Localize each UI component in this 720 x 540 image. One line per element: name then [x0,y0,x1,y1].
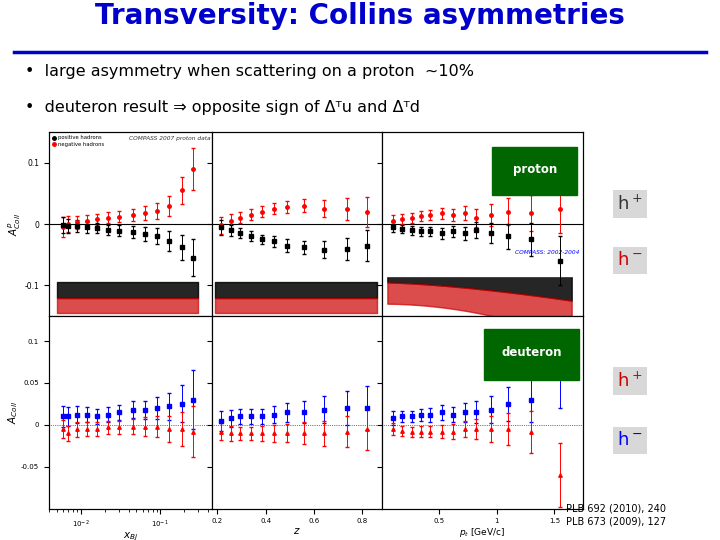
X-axis label: $p_t$ [GeV/c]: $p_t$ [GeV/c] [459,333,505,346]
FancyBboxPatch shape [492,147,577,195]
Legend: positive hadrons, negative hadrons: positive hadrons, negative hadrons [52,135,104,147]
Text: COMPASS 2007 proton data: COMPASS 2007 proton data [129,136,211,141]
X-axis label: $p_t$ [GeV/c]: $p_t$ [GeV/c] [459,526,505,539]
Text: h$^+$: h$^+$ [617,371,643,390]
Text: Transversity: Collins asymmetries: Transversity: Collins asymmetries [95,2,625,30]
Text: h$^-$: h$^-$ [617,431,643,449]
Text: deuteron: deuteron [502,346,562,359]
X-axis label: $x_{Bj}$: $x_{Bj}$ [123,531,138,540]
X-axis label: $x_{Bj}$: $x_{Bj}$ [123,339,138,350]
Text: h$^-$: h$^-$ [617,251,643,269]
Text: proton: proton [513,163,557,176]
X-axis label: $z$: $z$ [293,333,301,343]
FancyBboxPatch shape [485,329,579,380]
Text: h$^+$: h$^+$ [617,194,643,214]
Text: PLB 673 (2009), 127: PLB 673 (2009), 127 [565,516,666,526]
Text: •  deuteron result ⇒ opposite sign of Δᵀu and Δᵀd: • deuteron result ⇒ opposite sign of Δᵀu… [25,100,420,115]
X-axis label: $z$: $z$ [293,526,301,536]
Y-axis label: $A^p_{Coll}$: $A^p_{Coll}$ [6,213,23,235]
Text: •  large asymmetry when scattering on a proton  ~10%: • large asymmetry when scattering on a p… [25,64,474,79]
Text: PLB 692 (2010), 240: PLB 692 (2010), 240 [566,504,665,514]
Y-axis label: $A_{Coll}$: $A_{Coll}$ [6,401,19,424]
Text: COMPASS: 2002-2004: COMPASS: 2002-2004 [515,250,579,255]
